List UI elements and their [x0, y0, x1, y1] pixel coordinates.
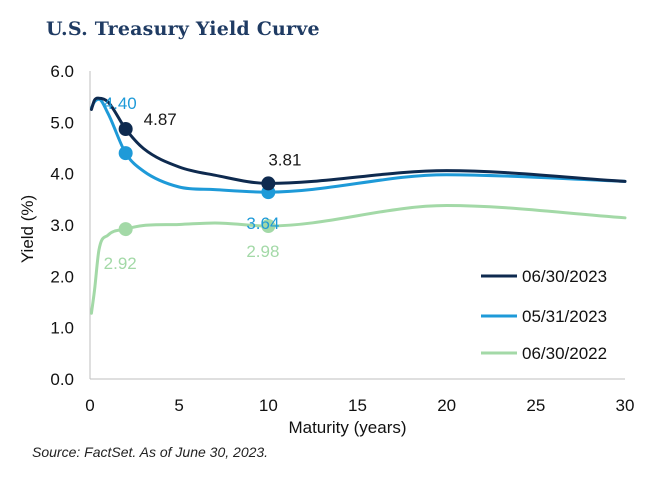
data-label-1-0: 4.40	[104, 94, 137, 113]
data-label-2-0: 2.92	[104, 254, 137, 273]
y-tick-label: 3.0	[50, 216, 74, 235]
series-marker-2-0	[119, 222, 133, 236]
x-tick-label: 20	[437, 396, 456, 415]
legend-label-0: 06/30/2023	[522, 267, 607, 286]
y-tick-label: 6.0	[50, 62, 74, 81]
x-tick-label: 0	[85, 396, 94, 415]
legend: 06/30/2023 05/31/2023 06/30/2022	[481, 267, 607, 363]
x-axis-title: Maturity (years)	[288, 418, 406, 437]
series-marker-0-0	[119, 122, 133, 136]
y-tick-label: 0.0	[50, 370, 74, 389]
x-tick-label: 30	[616, 396, 635, 415]
y-tick-label: 4.0	[50, 165, 74, 184]
x-tick-label: 15	[348, 396, 367, 415]
series-marker-0-1	[261, 176, 275, 190]
legend-label-1: 05/31/2023	[522, 307, 607, 326]
y-tick-label: 1.0	[50, 319, 74, 338]
data-label-2-1: 2.98	[246, 242, 279, 261]
data-label-1-1: 3.64	[246, 214, 279, 233]
series-line-2	[91, 205, 625, 313]
y-tick-label: 5.0	[50, 113, 74, 132]
y-tick-label: 2.0	[50, 267, 74, 286]
x-tick-label: 10	[259, 396, 278, 415]
y-axis-title: Yield (%)	[18, 195, 37, 263]
source-note: Source: FactSet. As of June 30, 2023.	[32, 444, 268, 460]
x-tick-label: 5	[174, 396, 183, 415]
data-label-0-1: 3.81	[268, 150, 301, 169]
legend-label-2: 06/30/2022	[522, 344, 607, 363]
x-tick-label: 25	[526, 396, 545, 415]
yield-curve-chart: 0.0 1.0 2.0 3.0 4.0 5.0 6.0 0 5 10 15 20 25 30 Maturit…	[0, 0, 664, 477]
series-marker-1-0	[119, 146, 133, 160]
data-label-0-0: 4.87	[144, 110, 177, 129]
